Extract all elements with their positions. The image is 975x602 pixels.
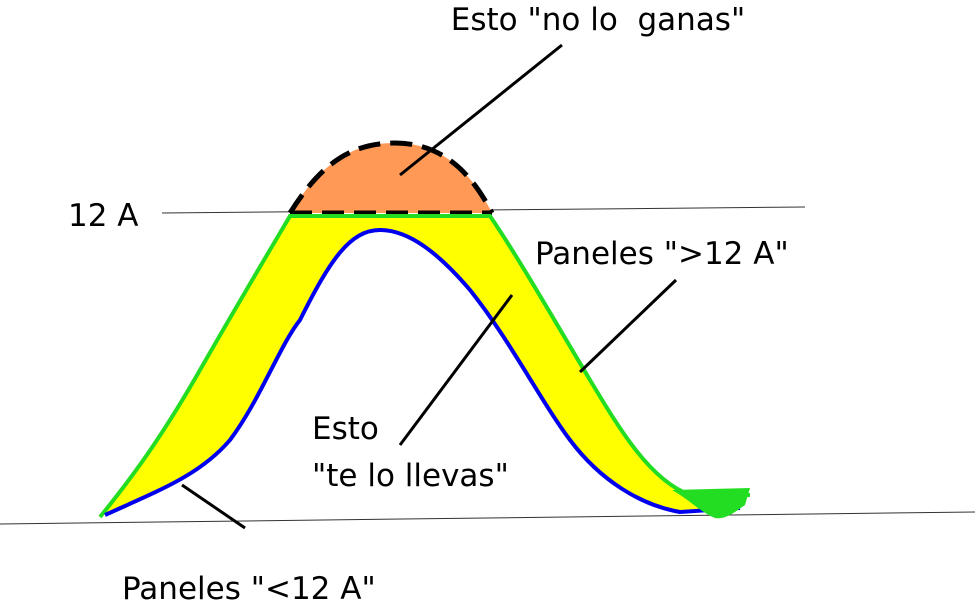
middle-label: "te lo llevas": [312, 458, 509, 494]
dome-outline: [287, 140, 495, 215]
leader-line: [399, 43, 563, 177]
leader-line: [398, 294, 514, 446]
end-blob: [672, 488, 750, 519]
above-label: Paneles ">12 A": [535, 236, 789, 272]
middle-label: Esto: [312, 411, 379, 447]
top-label: Esto "no lo ganas": [451, 2, 745, 38]
leader-line: [578, 278, 678, 374]
level-label: 12 A: [68, 198, 139, 234]
leader-line: [181, 483, 246, 530]
below-label: Paneles "<12 A": [122, 571, 376, 602]
outer-curve: [98, 214, 750, 519]
lost-area: [290, 143, 492, 213]
inner-curve: [104, 227, 741, 517]
base-line: [0, 511, 975, 525]
